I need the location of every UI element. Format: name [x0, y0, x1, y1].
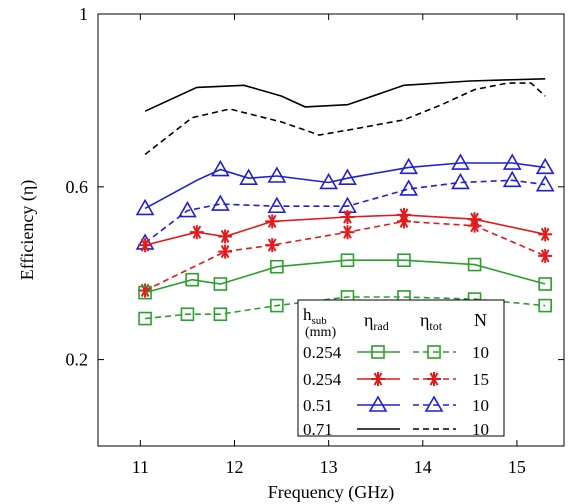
legend: hsub (mm) ηrad ηtot N 0.254 10 0.254 15 0.51… [297, 299, 505, 439]
asterisk-marker [538, 248, 553, 263]
asterisk-marker [218, 244, 233, 259]
series-line [144, 78, 546, 112]
triangle-marker [368, 395, 388, 412]
square-marker [427, 345, 441, 359]
legend-header-tot: ηtot [420, 310, 443, 333]
square-marker [213, 277, 228, 291]
series-line [144, 82, 546, 156]
legend-header-unit: (mm) [305, 325, 336, 340]
asterisk-marker [189, 225, 204, 240]
triangle-marker [178, 200, 197, 218]
legend-header-h: hsub [303, 305, 327, 327]
legend-header-n: N [474, 310, 487, 330]
square-marker [397, 253, 411, 268]
triangle-marker [535, 157, 555, 175]
square-marker [138, 311, 152, 326]
square-marker [185, 272, 199, 287]
x-tick-label: 15 [508, 457, 526, 477]
triangle-marker [424, 395, 444, 412]
legend-h-value: 0.51 [303, 396, 333, 415]
square-marker [371, 345, 385, 359]
asterisk-marker [265, 238, 280, 253]
triangle-marker [338, 168, 357, 185]
y-tick-label: 0.6 [66, 177, 89, 197]
square-marker [180, 307, 195, 322]
triangle-marker [267, 196, 287, 214]
square-marker [340, 253, 355, 268]
square-marker [138, 285, 152, 300]
legend-h-value: 0.254 [303, 343, 342, 362]
legend-n-value: 10 [472, 420, 489, 439]
square-marker [270, 259, 284, 274]
triangle-marker [535, 175, 555, 192]
x-tick-label: 14 [414, 457, 432, 477]
asterisk-marker [427, 372, 441, 386]
triangle-marker [211, 194, 230, 211]
asterisk-marker [265, 214, 280, 229]
triangle-marker [502, 153, 522, 170]
y-tick-label: 1 [79, 4, 88, 24]
square-marker [538, 298, 552, 313]
legend-h-value: 0.254 [303, 370, 342, 389]
plot-frame [97, 13, 565, 447]
triangle-marker [502, 170, 522, 188]
series-line [144, 162, 546, 210]
legend-box [297, 299, 505, 437]
legend-n-value: 10 [472, 396, 489, 415]
square-marker [467, 257, 482, 272]
asterisk-marker [218, 229, 233, 244]
asterisk-marker [538, 227, 553, 242]
triangle-marker [399, 179, 419, 196]
asterisk-marker [396, 214, 411, 229]
axis-ticks: 11 12 13 14 15 0.2 0.6 1 [66, 4, 564, 477]
series-line [144, 259, 546, 294]
asterisk-marker [340, 225, 355, 240]
y-axis-label: Efficiency (η) [17, 180, 38, 281]
triangle-marker [399, 157, 419, 175]
x-tick-label: 12 [226, 457, 244, 477]
legend-n-value: 10 [472, 343, 489, 362]
legend-rows: 0.254 10 0.254 15 0.51 10 0.71 10 [303, 343, 489, 439]
square-marker [213, 307, 228, 322]
asterisk-marker [340, 210, 355, 225]
asterisk-marker [138, 238, 153, 253]
y-tick-label: 0.2 [66, 350, 89, 370]
square-marker [538, 277, 552, 291]
x-tick-label: 11 [132, 457, 149, 477]
triangle-marker [319, 172, 339, 190]
legend-header-rad: ηrad [364, 310, 389, 333]
asterisk-marker [371, 372, 385, 386]
series-line [144, 179, 546, 244]
triangle-marker [267, 166, 287, 183]
triangle-marker [239, 168, 259, 185]
triangle-marker [135, 198, 155, 216]
asterisk-marker [467, 218, 482, 233]
x-tick-label: 13 [320, 457, 338, 477]
series-group [135, 78, 555, 326]
x-axis-label: Frequency (GHz) [268, 482, 394, 503]
triangle-marker [211, 159, 230, 177]
legend-h-value: 0.71 [303, 420, 333, 439]
legend-n-value: 15 [472, 370, 489, 389]
triangle-marker [451, 153, 470, 170]
square-marker [270, 298, 284, 313]
triangle-marker [451, 172, 470, 190]
